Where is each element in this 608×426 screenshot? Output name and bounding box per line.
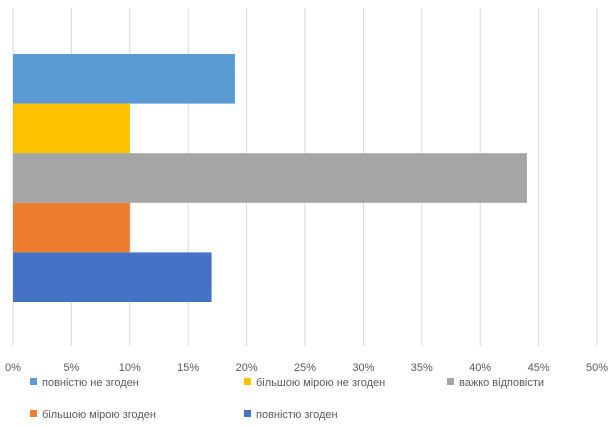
x-tick-label: 40%	[469, 362, 491, 374]
legend-label: більшою мірою згоден	[42, 409, 156, 421]
bar	[13, 54, 235, 104]
legend-swatch	[30, 410, 37, 417]
legend-label: важко відповісти	[459, 377, 544, 389]
legend-swatch	[244, 378, 251, 385]
x-tick-label: 30%	[352, 362, 374, 374]
legend-swatch	[30, 378, 37, 385]
x-tick-label: 50%	[586, 362, 608, 374]
x-tick-label: 35%	[411, 362, 433, 374]
x-tick-label: 15%	[177, 362, 199, 374]
legend: повністю не згоден більшою мірою не згоде…	[30, 377, 544, 421]
legend-label: повністю згоден	[256, 409, 338, 421]
x-tick-label: 10%	[119, 362, 141, 374]
x-axis-ticks: 0% 5% 10% 15% 20% 25% 30% 35% 40% 45% 50%	[5, 362, 608, 374]
x-tick-label: 45%	[528, 362, 550, 374]
legend-label: повністю не згоден	[42, 377, 139, 389]
bar	[13, 252, 212, 302]
x-tick-label: 20%	[236, 362, 258, 374]
x-tick-label: 5%	[63, 362, 79, 374]
legend-label: більшою мірою не згоден	[256, 377, 385, 389]
legend-swatch	[244, 410, 251, 417]
bar	[13, 202, 130, 253]
x-tick-label: 0%	[5, 362, 21, 374]
bars-group	[13, 54, 527, 302]
x-tick-label: 25%	[294, 362, 316, 374]
bar	[13, 103, 130, 154]
legend-swatch	[447, 378, 454, 385]
bar	[13, 153, 527, 203]
